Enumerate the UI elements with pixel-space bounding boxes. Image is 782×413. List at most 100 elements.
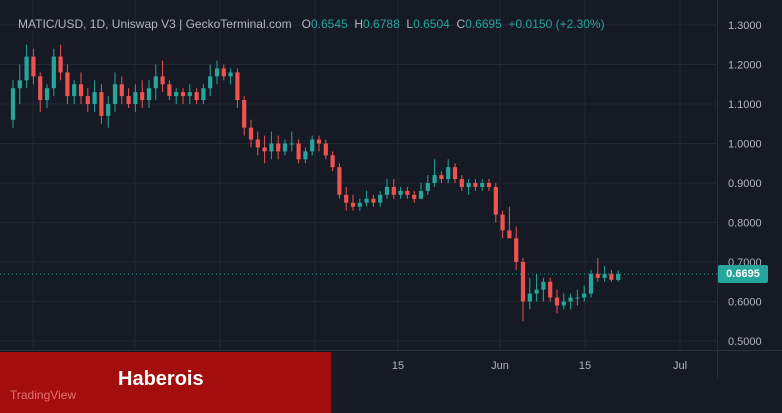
- candle: [208, 64, 213, 97]
- candle: [282, 139, 288, 156]
- candle: [289, 131, 294, 152]
- candle: [466, 179, 471, 195]
- candle-body: [357, 202, 362, 207]
- candle: [180, 88, 186, 104]
- candle-body: [452, 167, 458, 180]
- candle: [24, 44, 29, 89]
- candle: [248, 119, 254, 148]
- candle: [371, 194, 376, 207]
- candle-body: [248, 127, 254, 140]
- candle: [384, 179, 390, 199]
- candle: [174, 88, 179, 104]
- candle-body: [493, 186, 498, 215]
- candle: [616, 270, 621, 282]
- candle-body: [588, 273, 594, 294]
- candle-body: [38, 76, 43, 101]
- symbol-info: MATIC/USD, 1D, Uniswap V3 | GeckoTermina…: [18, 17, 292, 31]
- candle-body: [221, 68, 226, 77]
- x-tick-label: 15: [579, 360, 591, 372]
- candle-body: [344, 194, 349, 203]
- candle-body: [412, 194, 417, 199]
- open-label: O: [301, 17, 311, 31]
- candle: [357, 198, 362, 211]
- candle-body: [153, 76, 158, 89]
- candle-body: [303, 151, 308, 160]
- candle: [412, 190, 417, 203]
- candle: [480, 179, 485, 191]
- candle-body: [276, 143, 281, 152]
- candle-body: [262, 147, 267, 152]
- change-value: +0.0150 (+2.30%): [508, 17, 605, 31]
- candle: [262, 135, 267, 164]
- candle-body: [187, 92, 192, 97]
- candle-body: [119, 84, 124, 97]
- candle-body: [289, 143, 294, 145]
- candle-body: [255, 139, 260, 148]
- candle-body: [65, 72, 70, 97]
- candle-body: [480, 183, 485, 187]
- candle: [425, 175, 430, 195]
- price-axis-labels: 1.30001.20001.10001.00000.90000.80000.70…: [728, 20, 762, 348]
- candle: [588, 269, 594, 298]
- y-tick-label: 0.9000: [728, 178, 762, 190]
- candle-body: [282, 143, 288, 152]
- candle-body: [425, 183, 430, 191]
- y-tick-label: 1.0000: [728, 139, 762, 151]
- candle-body: [541, 281, 546, 290]
- candle-body: [201, 88, 206, 101]
- candle-body: [174, 92, 179, 97]
- candle-body: [466, 183, 471, 187]
- candle: [459, 175, 464, 191]
- candle-body: [140, 92, 145, 101]
- candle: [337, 163, 342, 199]
- candle-body: [582, 293, 587, 298]
- candle-body: [112, 84, 118, 104]
- candle-body: [602, 273, 607, 278]
- candle-body: [316, 139, 322, 144]
- candle: [99, 84, 104, 124]
- candle-body: [486, 183, 492, 187]
- candle: [602, 265, 607, 282]
- candle-body: [609, 273, 614, 280]
- candle: [446, 159, 451, 183]
- candle: [432, 159, 437, 187]
- chart-area[interactable]: [0, 0, 717, 350]
- candle-body: [432, 175, 437, 183]
- candle-body: [160, 76, 165, 85]
- candle: [418, 183, 424, 199]
- candle: [242, 96, 247, 136]
- candle: [378, 190, 383, 207]
- candle: [534, 273, 539, 302]
- candle: [554, 289, 560, 314]
- candlestick-plot[interactable]: [0, 0, 717, 350]
- banner-text: Haberois: [118, 368, 204, 390]
- candle: [92, 80, 97, 112]
- candle: [106, 96, 111, 128]
- y-tick-label: 0.6000: [728, 297, 762, 309]
- candle: [514, 226, 519, 270]
- candle: [568, 293, 573, 310]
- candle: [72, 80, 77, 104]
- y-tick-label: 0.5000: [728, 336, 762, 348]
- close-value: 0.6695: [465, 17, 502, 31]
- x-tick-label: Jul: [673, 360, 687, 372]
- candle-body: [378, 194, 383, 203]
- candle-body: [85, 96, 90, 104]
- candle-body: [473, 183, 478, 187]
- candle-body: [520, 262, 526, 302]
- candle: [112, 72, 118, 112]
- candle-body: [561, 301, 566, 306]
- candle: [398, 186, 403, 199]
- candle-body: [534, 289, 539, 294]
- candle-body: [17, 80, 22, 89]
- candle-body: [398, 190, 403, 195]
- candle: [473, 179, 478, 191]
- candle-body: [595, 273, 600, 278]
- candle: [146, 80, 152, 108]
- candle-body: [146, 88, 152, 101]
- candle: [269, 131, 274, 160]
- candle-body: [133, 92, 138, 104]
- candle: [520, 258, 526, 322]
- price-axis[interactable]: 1.3000 1.2000 1.1000 1.0000 0.9000 0.8000 0.70…: [717, 0, 782, 350]
- candle: [541, 277, 546, 302]
